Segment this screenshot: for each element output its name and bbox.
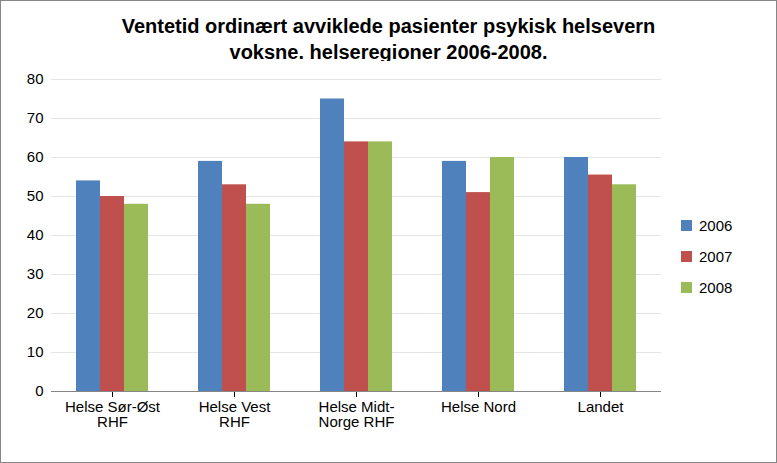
svg-text:20: 20	[27, 304, 44, 321]
svg-text:70: 70	[27, 109, 44, 126]
svg-text:30: 30	[27, 265, 44, 282]
svg-text:40: 40	[27, 226, 44, 243]
svg-text:10: 10	[27, 343, 44, 360]
svg-text:Helse Sør-ØstRHF: Helse Sør-ØstRHF	[65, 398, 161, 430]
svg-text:80: 80	[27, 70, 44, 87]
html-text:Ventetid ordinært avviklede pa: Ventetid ordinært avviklede pasienter ps…	[121, 15, 656, 63]
html-text:2008: 2008	[699, 278, 733, 296]
svg-text:60: 60	[27, 148, 44, 165]
svg-text:Landet: Landet	[578, 398, 625, 415]
html-text:2006: 2006	[699, 216, 733, 234]
svg-text:Helse VestRHF: Helse VestRHF	[199, 398, 272, 430]
html-text:2007: 2007	[699, 247, 733, 265]
svg-text:Helse Midt-Norge RHF: Helse Midt-Norge RHF	[319, 398, 395, 430]
svg-text:Helse Nord: Helse Nord	[441, 398, 516, 415]
svg-text:0: 0	[35, 382, 43, 399]
svg-text:50: 50	[27, 187, 44, 204]
